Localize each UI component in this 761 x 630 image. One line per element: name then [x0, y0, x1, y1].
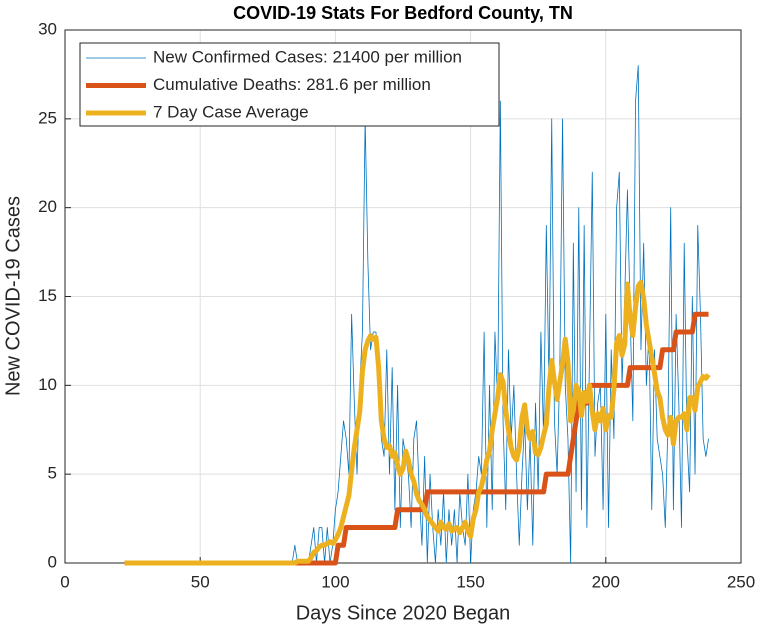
x-axis-label: Days Since 2020 Began	[296, 602, 511, 624]
y-tick-label: 10	[38, 375, 57, 394]
y-axis-label: New COVID-19 Cases	[2, 196, 24, 396]
y-tick-label: 20	[38, 197, 57, 216]
y-tick-label: 5	[48, 464, 57, 483]
y-tick-label: 15	[38, 286, 57, 305]
chart-title: COVID-19 Stats For Bedford County, TN	[233, 3, 573, 23]
series-line	[124, 279, 711, 566]
legend-label: Cumulative Deaths: 281.6 per million	[153, 75, 431, 94]
legend-label: 7 Day Case Average	[153, 102, 309, 121]
x-tick-label: 100	[321, 572, 349, 591]
x-tick-label: 150	[456, 572, 484, 591]
y-tick-label: 25	[38, 108, 57, 127]
plot-frame	[64, 29, 742, 564]
x-tick-label: 50	[191, 572, 210, 591]
legend-label: New Confirmed Cases: 21400 per million	[153, 47, 462, 66]
x-tick-label: 250	[727, 572, 755, 591]
y-tick-label: 0	[48, 552, 57, 571]
x-tick-label: 0	[60, 572, 69, 591]
x-tick-label: 200	[592, 572, 620, 591]
legend-box	[79, 42, 500, 127]
y-tick-label: 30	[38, 19, 57, 38]
